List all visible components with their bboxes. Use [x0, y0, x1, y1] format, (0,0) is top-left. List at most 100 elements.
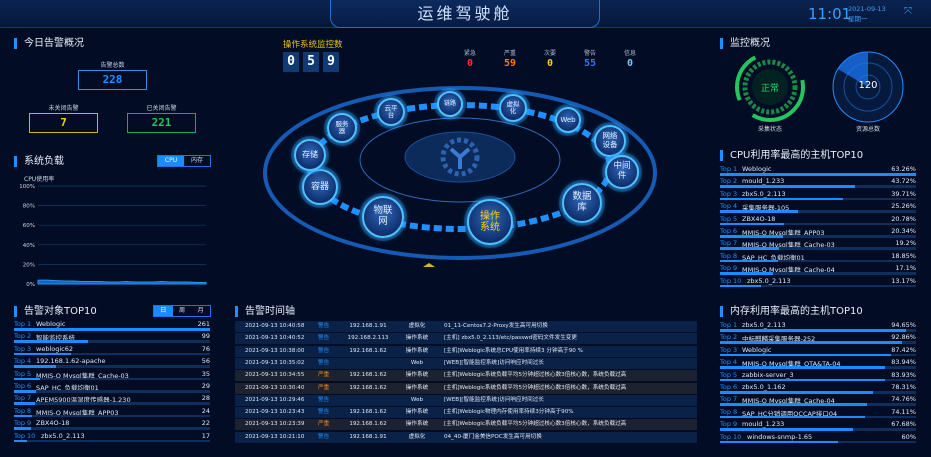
alarm-ip: 192.168.1.62	[349, 421, 387, 428]
list-item[interactable]: Top 2 智能监控系统 99	[14, 332, 210, 344]
list-item[interactable]: Top 8 MMIS-O Mysql集群_APP03 24	[14, 407, 210, 419]
list-item[interactable]: Top 5 MMIS-O Mysql集群_Cache-03 35	[14, 370, 210, 382]
list-item[interactable]: Top 5 zabbix-server_3 83.93%	[720, 371, 916, 383]
timeline-row[interactable]: 2021-09-13 10:40:58 警告 192.168.1.91 虚拟化 01_1…	[235, 321, 697, 332]
item-value: 19.2%	[895, 239, 916, 248]
list-item[interactable]: Top 7 MMIS-O Mysql集群_Cache-03 19.2%	[720, 239, 916, 251]
category-node[interactable]: 存储	[294, 139, 326, 171]
list-item[interactable]: Top 10 zbx5.0_2.113 17	[14, 432, 210, 444]
section-title: 告警对象TOP10	[14, 306, 97, 317]
list-item[interactable]: Top 2 mould_1.233 43.72%	[720, 177, 916, 189]
item-value: 63.26%	[891, 165, 916, 173]
progress-fill	[720, 210, 799, 213]
list-item[interactable]: Top 6 SAP_HC_负载均衡01 29	[14, 382, 210, 394]
progress-fill	[720, 197, 843, 201]
progress-fill	[720, 415, 866, 419]
item-name: SAP_HC_负载均衡01	[36, 384, 99, 392]
tab-cpu[interactable]: CPU	[158, 156, 184, 166]
list-item[interactable]: Top 1 Weblogic 261	[14, 320, 210, 332]
alarm-type: 虚拟化	[408, 323, 426, 329]
timeline-row[interactable]: 2021-09-13 10:23:43 警告 192.168.1.62 操作系统 [主机…	[235, 407, 697, 419]
progress-fill	[720, 341, 902, 344]
list-item[interactable]: Top 3 zbx5.0_2.113 39.71%	[720, 190, 916, 202]
progress-track	[720, 197, 916, 201]
category-node[interactable]: 容器	[302, 169, 338, 205]
category-label: Web	[560, 115, 576, 124]
timeline-row[interactable]: 2021-09-13 10:35:02 警告 Web [WEB][智能监控系统]访问响…	[235, 357, 697, 369]
tab-memory[interactable]: 内存	[190, 157, 203, 164]
alarm-ip: 192.168.1.62	[349, 372, 387, 379]
item-value: 67.68%	[891, 420, 916, 429]
os-monitor-count: 0 5 9	[283, 52, 339, 72]
expand-icon[interactable]: ⤧	[904, 6, 912, 17]
severity-label: 次要	[543, 50, 556, 57]
timeline-row[interactable]: 2021-09-13 10:38:00 警告 192.168.1.62 操作系统 [主机…	[235, 345, 697, 357]
list-item[interactable]: Top 8 SAP_HC分销调用OCCAP接口04 74.11%	[720, 408, 916, 420]
rank-label: Top 9	[720, 264, 738, 273]
category-node[interactable]: 服务器	[327, 113, 357, 143]
list-item[interactable]: Top 9 mould_1.233 67.68%	[720, 420, 916, 432]
rank-label: Top 3	[14, 344, 32, 353]
y-tick-label: 80%	[23, 204, 35, 210]
category-node[interactable]: 操作系统	[467, 199, 513, 245]
category-node[interactable]: 网络设备	[594, 125, 626, 157]
category-node[interactable]: 链路	[437, 91, 463, 117]
timeline-row[interactable]: 2021-09-13 10:23:39 严重 192.168.1.62 操作系统 [主机…	[235, 419, 697, 431]
timeline-row[interactable]: 2021-09-13 10:34:55 严重 192.168.1.62 操作系统 [主机…	[235, 370, 697, 382]
item-value: 94.65%	[891, 321, 916, 329]
list-item[interactable]: Top 4 MMIS-O Mysql集群_OTA&TA-04 83.94%	[720, 358, 916, 370]
progress-track	[720, 403, 916, 406]
timeline-row[interactable]: 2021-09-13 10:29:46 警告 Web [WEB][智能监控系统]访问响…	[235, 394, 697, 406]
list-item[interactable]: Top 1 zbx5.0_2.113 94.65%	[720, 321, 916, 333]
list-item[interactable]: Top 8 SAP_HC_负载均衡01 18.85%	[720, 252, 916, 264]
item-value: 74.76%	[891, 395, 916, 404]
list-item[interactable]: Top 7 APEM5900温湿度传感器-1.230 28	[14, 394, 210, 406]
item-value: 13.17%	[891, 276, 916, 285]
progress-fill	[720, 235, 783, 238]
list-item[interactable]: Top 4 192.168.1.62-apache 56	[14, 357, 210, 369]
list-item[interactable]: Top 3 weblogic62 76	[14, 345, 210, 357]
alarm-desc: [WEB][智能监控系统]访问响应时间过长	[444, 396, 544, 403]
list-item[interactable]: Top 2 中标麒麟采集服务器-252 92.86%	[720, 333, 916, 345]
list-item[interactable]: Top 5 ZBX4O-18 20.78%	[720, 215, 916, 227]
rank-label: Top 6	[720, 383, 738, 391]
tab-day[interactable]: 日	[154, 306, 173, 316]
progress-fill	[14, 427, 31, 430]
alarm-type: 操作系统	[405, 347, 429, 354]
progress-fill	[720, 272, 773, 275]
list-item[interactable]: Top 7 MMIS-O Mysql集群_Cache-04 74.76%	[720, 395, 916, 407]
list-item[interactable]: Top 10 windows-snmp-1.65 60%	[720, 433, 916, 445]
category-node[interactable]: 云平台	[377, 98, 405, 126]
progress-track	[14, 328, 210, 331]
progress-fill	[720, 391, 874, 394]
section-title: 系统负载	[14, 156, 64, 167]
y-tick-label: 40%	[23, 243, 35, 249]
item-value: 99	[201, 332, 210, 341]
category-label: 虚拟化	[506, 99, 520, 115]
list-item[interactable]: Top 9 MMIS-O Mysql集群_Cache-04 17.1%	[720, 264, 916, 276]
list-item[interactable]: Top 4 采集服务器-105 25.26%	[720, 202, 916, 214]
list-item[interactable]: Top 6 MMIS-O Mysql集群_APP03 20.34%	[720, 227, 916, 239]
progress-track	[720, 428, 916, 431]
list-item[interactable]: Top 9 ZBX4O-18 22	[14, 419, 210, 431]
category-node[interactable]: 数据库	[562, 183, 602, 223]
list-item[interactable]: Top 1 Weblogic 63.26%	[720, 165, 916, 177]
timeline-row[interactable]: 2021-09-13 10:21:10 警告 192.168.1.91 虚拟化 04_4…	[235, 431, 697, 443]
category-node[interactable]: 中间件	[605, 155, 639, 189]
list-item[interactable]: Top 3 Weblogic 87.42%	[720, 346, 916, 358]
category-node[interactable]: 物联网	[362, 196, 404, 238]
list-item[interactable]: Top 10 zbx5.0_2.113 13.17%	[720, 277, 916, 289]
progress-fill	[14, 439, 27, 443]
alarm-level: 警告	[318, 396, 330, 403]
timeline-row[interactable]: 2021-09-13 10:30:40 严重 192.168.1.62 操作系统 [主机…	[235, 382, 697, 394]
category-node[interactable]: Web	[555, 107, 581, 133]
timeline-row[interactable]: 2021-09-13 10:40:52 警告 192.168.2.113 操作系统 [主…	[235, 333, 697, 345]
progress-fill	[14, 390, 36, 393]
tab-week[interactable]: 周	[179, 307, 186, 314]
tab-month[interactable]: 月	[197, 307, 204, 314]
list-item[interactable]: Top 6 zbx5.0_1.162 78.31%	[720, 383, 916, 395]
category-node[interactable]: 虚拟化	[499, 94, 527, 122]
rank-label: Top 2	[14, 332, 32, 341]
rank-label: Top 4	[720, 202, 738, 211]
item-name: windows-snmp-1.65	[747, 432, 813, 441]
